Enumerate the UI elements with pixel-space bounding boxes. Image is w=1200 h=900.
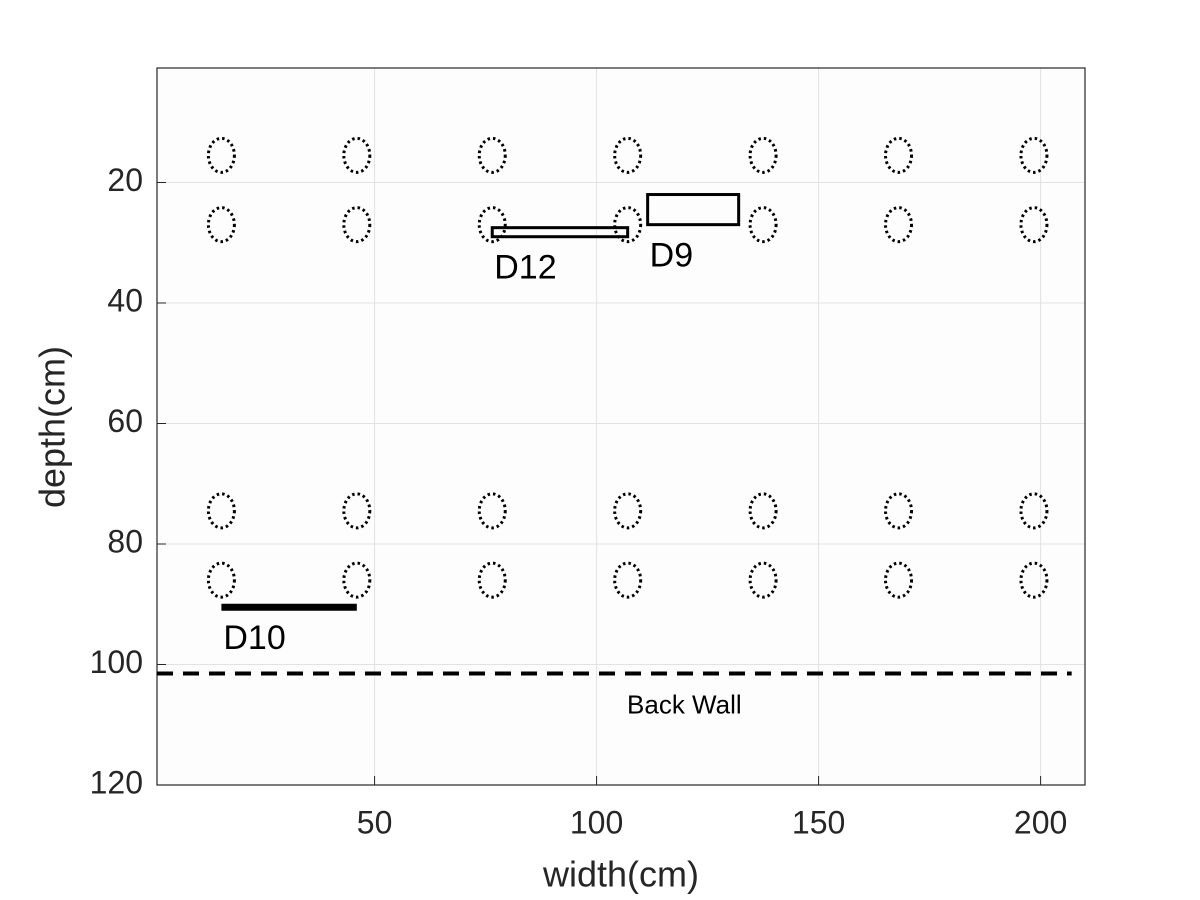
- device: [490, 226, 630, 239]
- plot-area: [157, 68, 1085, 785]
- point: [884, 206, 914, 244]
- point: [477, 206, 507, 244]
- point: [748, 136, 778, 174]
- wall-label: Back Wall: [627, 689, 742, 719]
- point: [748, 206, 778, 244]
- x-tick-label: 50: [357, 804, 393, 840]
- point: [206, 136, 236, 174]
- point: [477, 561, 507, 599]
- y-tick-label: 80: [107, 523, 143, 559]
- point: [206, 561, 236, 599]
- point: [206, 492, 236, 530]
- device-label: D10: [223, 619, 285, 657]
- x-tick-label: 150: [792, 804, 845, 840]
- y-tick-label: 20: [107, 162, 143, 198]
- point: [342, 206, 372, 244]
- device: [646, 193, 741, 227]
- x-tick-label: 100: [570, 804, 623, 840]
- point: [477, 136, 507, 174]
- point: [613, 206, 643, 244]
- point: [613, 561, 643, 599]
- point: [884, 136, 914, 174]
- point: [477, 492, 507, 530]
- point: [884, 492, 914, 530]
- point: [342, 561, 372, 599]
- y-tick-label: 120: [90, 764, 143, 800]
- axes-box: [156, 67, 1086, 786]
- device-label: D12: [494, 249, 556, 287]
- point: [342, 492, 372, 530]
- x-axis-label: width(cm): [542, 854, 699, 895]
- point: [884, 561, 914, 599]
- y-tick-label: 40: [107, 282, 143, 318]
- y-tick-label: 60: [107, 403, 143, 439]
- point: [1019, 136, 1049, 174]
- point: [342, 136, 372, 174]
- point: [748, 492, 778, 530]
- point: [1019, 206, 1049, 244]
- point: [613, 136, 643, 174]
- point: [748, 561, 778, 599]
- point: [206, 206, 236, 244]
- point: [1019, 492, 1049, 530]
- y-tick-label: 100: [90, 644, 143, 680]
- y-axis-label: depth(cm): [32, 346, 73, 508]
- x-tick-label: 200: [1014, 804, 1067, 840]
- point: [613, 492, 643, 530]
- point: [1019, 561, 1049, 599]
- device-label: D9: [650, 237, 693, 275]
